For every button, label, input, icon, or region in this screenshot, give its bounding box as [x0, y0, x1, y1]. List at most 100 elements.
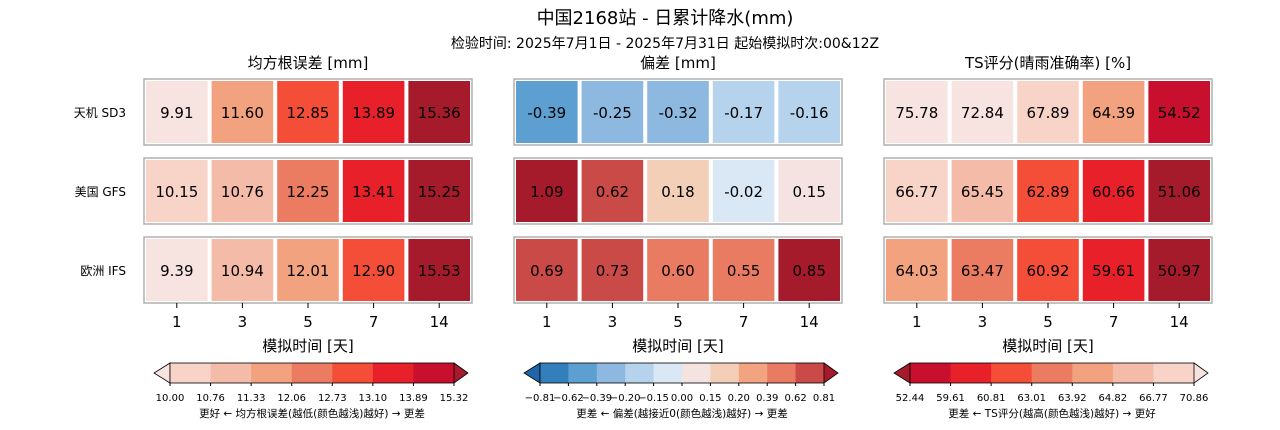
heatmap-cell — [580, 80, 645, 144]
cell-value-label: 1.09 — [530, 183, 563, 201]
cell-value-label: 0.69 — [530, 262, 563, 280]
colorbar-tick-label: −0.62 — [553, 393, 584, 404]
colorbar-segment — [210, 363, 252, 383]
cell-value-label: 50.97 — [1158, 262, 1201, 280]
heatmap-cell — [950, 238, 1015, 302]
cell-value-label: 75.78 — [895, 104, 938, 122]
cell-value-label: 66.77 — [895, 183, 938, 201]
cell-value-label: 63.47 — [961, 262, 1004, 280]
cell-value-label: 59.61 — [1092, 262, 1135, 280]
x-axis-label: 模拟时间 [天] — [1002, 337, 1093, 355]
cell-value-label: 10.15 — [155, 183, 198, 201]
cell-value-label: 0.85 — [792, 262, 825, 280]
heatmap-cell — [276, 159, 340, 223]
colorbar-segment — [991, 363, 1033, 383]
colorbar-tick-label: −0.39 — [581, 393, 612, 404]
panel-title: 均方根误差 [mm] — [248, 54, 369, 72]
colorbar-segment — [738, 363, 768, 383]
x-tick-label: 14 — [800, 313, 819, 331]
heatmap-cell — [646, 238, 710, 302]
x-tick-label: 5 — [303, 313, 313, 331]
cell-value-label: 67.89 — [1027, 104, 1070, 122]
cell-value-label: 15.36 — [418, 104, 461, 122]
colorbar-tick-label: 0.00 — [671, 393, 693, 404]
colorbar-tick-label: 12.06 — [277, 393, 306, 404]
cell-value-label: 0.62 — [596, 183, 629, 201]
colorbar-tick-label: 60.81 — [977, 393, 1006, 404]
colorbar-caption: 更好 ← 均方根误差(越低(颜色越浅)越好) → 更差 — [199, 407, 425, 420]
colorbar-segment — [251, 363, 293, 383]
heatmap-panel-1: 均方根误差 [mm] 天机 SD3 9.91 11.60 12.85 13.89 15.36… — [74, 54, 473, 420]
colorbar-tick-label: 11.33 — [237, 393, 266, 404]
colorbar-segment — [682, 363, 711, 383]
cell-value-label: 12.25 — [287, 183, 330, 201]
heatmap-cell — [885, 80, 949, 144]
heatmap-cell — [341, 238, 406, 302]
colorbar-tick-label: 13.89 — [399, 393, 428, 404]
cell-value-label: 62.89 — [1027, 183, 1070, 201]
heatmap-cell — [341, 159, 406, 223]
cell-value-label: -0.16 — [790, 104, 829, 122]
row-label: 天机 SD3 — [74, 106, 126, 120]
heatmap-cell — [580, 159, 645, 223]
cell-value-label: 15.25 — [418, 183, 461, 201]
heatmap-cell — [1016, 159, 1080, 223]
cell-value-label: 12.85 — [287, 104, 330, 122]
colorbar-tick-label: 0.20 — [728, 393, 750, 404]
colorbar-segment — [596, 363, 626, 383]
x-tick-label: 5 — [673, 313, 683, 331]
colorbar-over-arrow — [1193, 362, 1209, 384]
colorbar-caption: 更差 ← 偏差(越接近0(颜色越浅)越好) → 更差 — [576, 407, 788, 420]
heatmap-cell — [341, 80, 406, 144]
colorbar-tick-label: 66.77 — [1139, 393, 1168, 404]
colorbar-caption: 更差 ← TS评分(越高(颜色越浅)越好) → 更好 — [948, 407, 1156, 420]
heatmap-cell — [777, 159, 842, 223]
heatmap-panel-3: TS评分(晴雨准确率) [%] 75.78 72.84 67.89 64.39 54.52… — [883, 54, 1213, 420]
colorbar-tick-label: 63.01 — [1017, 393, 1046, 404]
cell-value-label: 12.01 — [287, 262, 330, 280]
x-tick-label: 14 — [430, 313, 449, 331]
colorbar-segment — [950, 363, 992, 383]
cell-value-label: 0.18 — [661, 183, 694, 201]
heatmap-cell — [210, 159, 275, 223]
row-label: 欧洲 IFS — [80, 264, 126, 278]
colorbar-segment — [372, 363, 414, 383]
cell-value-label: 10.76 — [221, 183, 264, 201]
colorbar-segment — [767, 363, 797, 383]
x-tick-label: 1 — [912, 313, 922, 331]
colorbar-tick-label: 10.00 — [156, 393, 185, 404]
colorbar-tick-label: −0.20 — [610, 393, 641, 404]
cell-value-label: -0.39 — [527, 104, 566, 122]
heatmap-cell — [515, 159, 579, 223]
colorbar-segment — [795, 363, 825, 383]
heatmap-cell — [777, 80, 842, 144]
heatmap-cell — [711, 159, 776, 223]
heatmap-cell — [885, 159, 949, 223]
cell-value-label: -0.25 — [593, 104, 632, 122]
x-axis-label: 模拟时间 [天] — [262, 337, 353, 355]
cell-value-label: 0.15 — [792, 183, 825, 201]
colorbar-tick-label: 0.15 — [699, 393, 721, 404]
cell-value-label: 10.94 — [221, 262, 264, 280]
colorbar-tick-label: −0.15 — [638, 393, 669, 404]
heatmap-cell — [276, 238, 340, 302]
heatmap-cell — [950, 80, 1015, 144]
cell-value-label: 15.53 — [418, 262, 461, 280]
colorbar-segment — [170, 363, 212, 383]
cell-value-label: 12.90 — [352, 262, 395, 280]
x-tick-label: 7 — [1109, 313, 1119, 331]
colorbar-over-arrow — [823, 362, 839, 384]
cell-value-label: -0.32 — [659, 104, 698, 122]
heatmap-cell — [1081, 159, 1146, 223]
x-tick-label: 7 — [739, 313, 749, 331]
cell-value-label: 64.39 — [1092, 104, 1135, 122]
colorbar-segment — [910, 363, 952, 383]
x-tick-label: 14 — [1170, 313, 1189, 331]
colorbar-tick-label: 63.92 — [1058, 393, 1087, 404]
heatmap-cell — [407, 159, 471, 223]
heatmap-panel-2: 偏差 [mm] -0.39 -0.25 -0.32 -0.17 -0.16 1.09 0.62… — [513, 54, 843, 420]
colorbar-segment — [332, 363, 374, 383]
colorbar-over-arrow — [453, 362, 469, 384]
colorbar-tick-label: 52.44 — [896, 393, 925, 404]
